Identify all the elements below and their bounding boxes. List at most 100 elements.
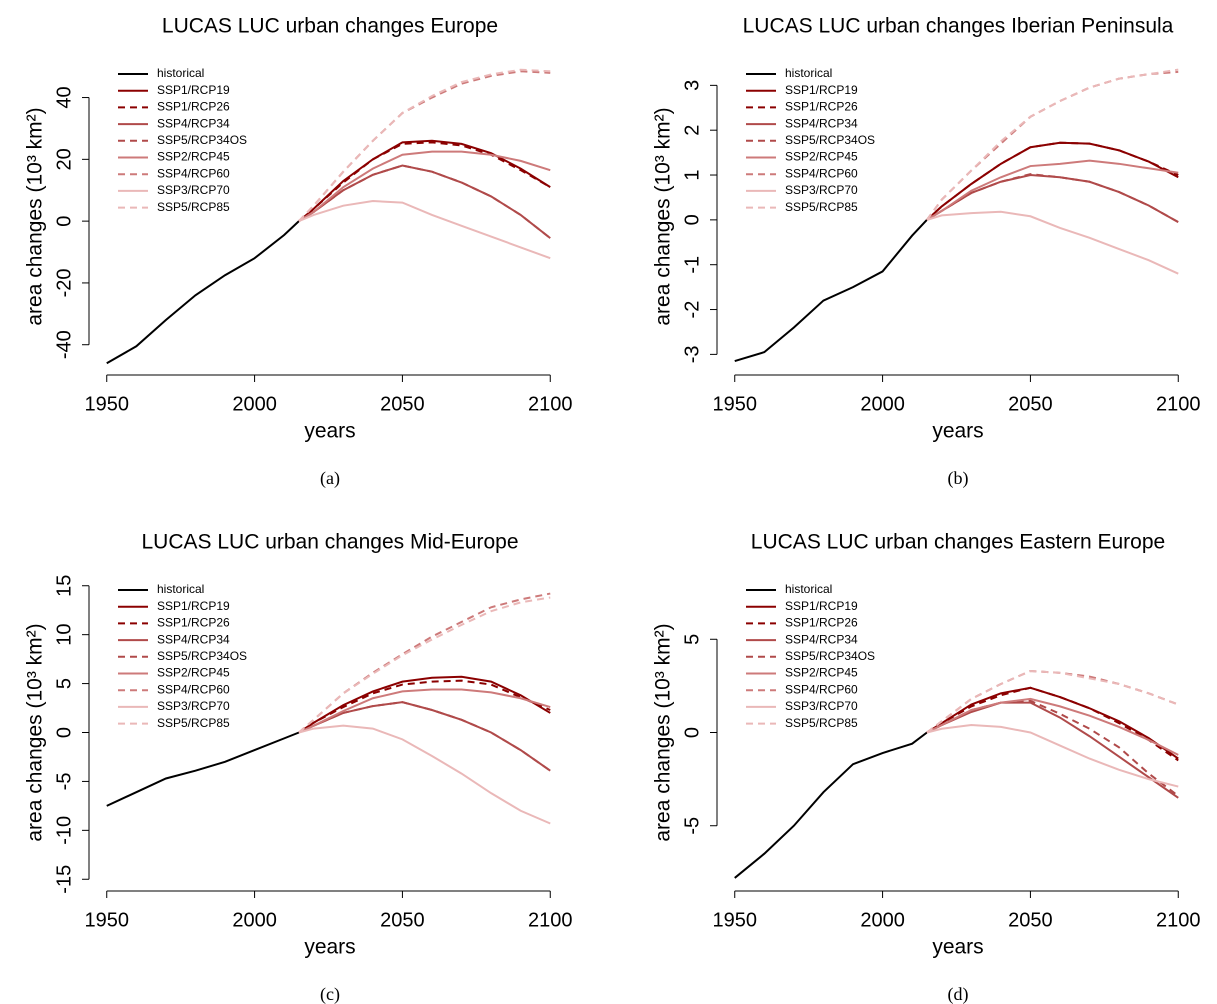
legend-label: SSP5/RCP85 (785, 200, 858, 214)
y-tick-label: 15 (53, 575, 75, 597)
chart-title: LUCAS LUC urban changes Europe (162, 15, 498, 38)
legend-label: SSP3/RCP70 (785, 183, 858, 197)
series-line (298, 164, 551, 239)
y-tick-label: -5 (681, 817, 703, 835)
x-tick-label: 2100 (528, 909, 573, 931)
x-axis-label: years (304, 936, 355, 959)
x-tick-label: 2000 (860, 393, 905, 415)
series-line (298, 701, 551, 772)
y-axis-label: area changes (10³ km²) (24, 107, 47, 325)
legend-label: SSP5/RCP85 (157, 200, 230, 214)
y-tick-label: -15 (53, 865, 75, 894)
x-tick-label: 1950 (712, 909, 757, 931)
y-axis-label: area changes (10³ km²) (652, 107, 675, 325)
series-line (298, 68, 551, 222)
series-line (734, 731, 928, 879)
caption: (b) (948, 468, 969, 489)
y-tick-label: -2 (681, 301, 703, 319)
x-tick-label: 2000 (232, 909, 277, 931)
legend-label: SSP1/RCP19 (157, 599, 230, 613)
caption: (a) (320, 468, 340, 489)
series-line (926, 697, 1179, 756)
chart-title: LUCAS LUC urban changes Iberian Peninsul… (743, 15, 1174, 38)
legend-label: historical (157, 66, 204, 80)
series-line (298, 592, 551, 734)
y-axis-label: area changes (10³ km²) (24, 623, 47, 841)
legend-label: SSP3/RCP70 (785, 699, 858, 713)
series-line (298, 701, 551, 772)
x-tick-label: 2100 (1156, 393, 1201, 415)
series-line (106, 220, 300, 365)
y-axis-label: area changes (10³ km²) (652, 623, 675, 841)
series-line (734, 219, 928, 363)
legend-label: SSP3/RCP70 (157, 699, 230, 713)
series-line (926, 701, 1179, 799)
legend-label: SSP4/RCP34 (785, 632, 858, 646)
legend-label: SSP1/RCP19 (785, 599, 858, 613)
series-line (106, 731, 300, 807)
series-line (298, 596, 551, 734)
y-tick-label: -40 (53, 330, 75, 359)
y-tick-label: 3 (681, 80, 703, 91)
y-tick-label: 0 (53, 727, 75, 738)
series-line (298, 675, 551, 734)
y-tick-label: -5 (53, 773, 75, 791)
legend-label: SSP1/RCP19 (157, 83, 230, 97)
chart-title: LUCAS LUC urban changes Eastern Europe (751, 531, 1165, 554)
legend-label: SSP3/RCP70 (157, 183, 230, 197)
series-line (926, 686, 1179, 760)
y-tick-label: 40 (53, 86, 75, 108)
x-tick-label: 2050 (380, 909, 425, 931)
x-tick-label: 2050 (380, 393, 425, 415)
x-tick-label: 2050 (1008, 393, 1053, 415)
series-line (298, 164, 551, 239)
caption: (c) (320, 984, 340, 1004)
y-tick-label: 0 (681, 214, 703, 225)
legend-label: SSP1/RCP26 (785, 100, 858, 114)
legend-label: SSP5/RCP34OS (785, 649, 875, 663)
legend-label: SSP5/RCP85 (157, 716, 230, 730)
series-line (298, 679, 551, 734)
legend-label: historical (785, 582, 832, 596)
legend-label: SSP4/RCP60 (157, 166, 230, 180)
legend-label: SSP5/RCP34OS (157, 649, 247, 663)
legend-label: SSP4/RCP34 (785, 116, 858, 130)
legend-label: SSP4/RCP60 (785, 682, 858, 696)
series-line (926, 173, 1179, 223)
legend-label: SSP4/RCP60 (157, 682, 230, 696)
series-line (298, 150, 551, 222)
series-line (298, 200, 551, 260)
y-tick-label: -20 (53, 268, 75, 297)
series-line (926, 669, 1179, 734)
series-line (926, 686, 1179, 762)
legend-label: SSP1/RCP26 (785, 616, 858, 630)
y-tick-label: 1 (681, 169, 703, 180)
legend-label: SSP4/RCP34 (157, 632, 230, 646)
x-tick-label: 2100 (528, 393, 573, 415)
y-tick-label: 0 (681, 727, 703, 738)
y-tick-label: 10 (53, 624, 75, 646)
legend-label: historical (785, 66, 832, 80)
legend-label: SSP5/RCP34OS (785, 133, 875, 147)
y-tick-label: 2 (681, 125, 703, 136)
legend-label: SSP4/RCP34 (157, 116, 230, 130)
y-tick-label: 5 (53, 678, 75, 689)
legend-label: SSP1/RCP26 (157, 616, 230, 630)
series-line (298, 70, 551, 222)
legend-label: SSP2/RCP45 (157, 150, 230, 164)
legend-label: SSP1/RCP19 (785, 83, 858, 97)
y-tick-label: 0 (53, 216, 75, 227)
series-line (926, 699, 1179, 797)
y-tick-label: 20 (53, 148, 75, 170)
legend-label: SSP2/RCP45 (785, 666, 858, 680)
caption: (d) (948, 984, 969, 1004)
series-line (926, 669, 1179, 734)
series-line (298, 688, 551, 734)
legend-label: SSP2/RCP45 (157, 666, 230, 680)
x-tick-label: 1950 (84, 393, 129, 415)
y-tick-label: 5 (681, 634, 703, 645)
x-axis-label: years (932, 936, 983, 959)
series-line (926, 141, 1179, 221)
x-axis-label: years (304, 420, 355, 443)
